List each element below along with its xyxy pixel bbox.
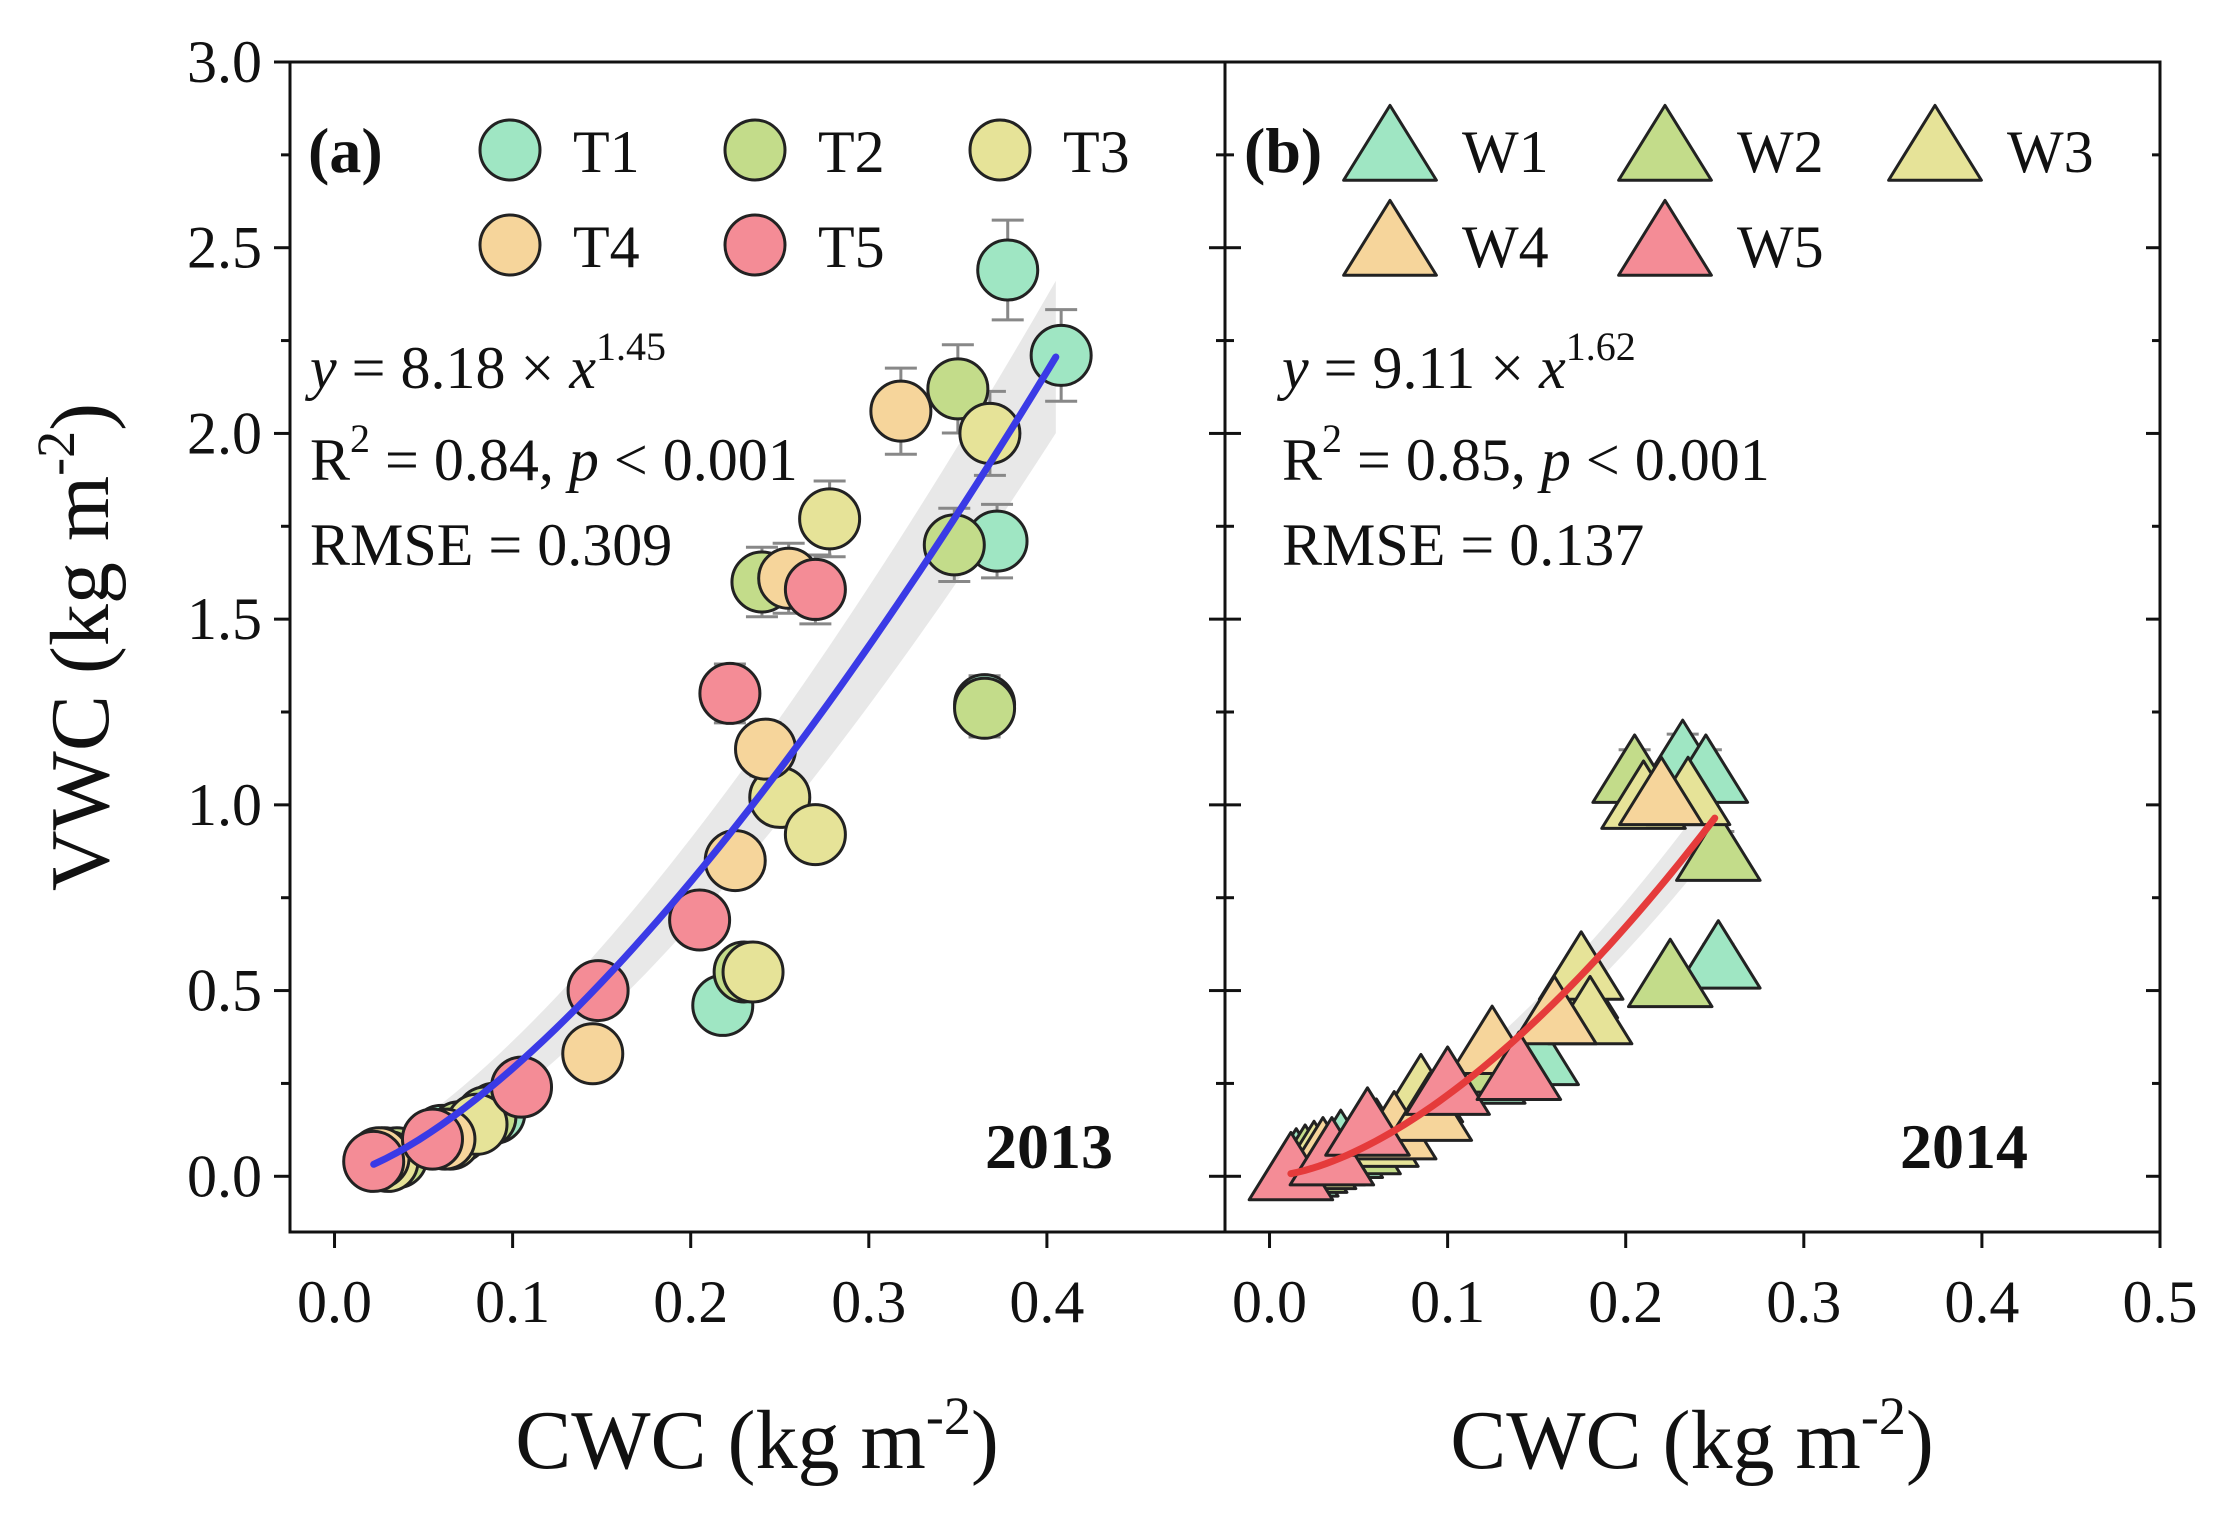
x-tick-label: 0.4: [1009, 1269, 1084, 1335]
legend-marker-T5: [723, 213, 787, 277]
legend-marker-W3: [1887, 103, 1983, 182]
y-tick-label: 0.0: [187, 1143, 262, 1209]
panel-a-r2: R2 = 0.84, p < 0.001: [310, 416, 798, 493]
data-point-T5: [698, 661, 762, 725]
panel-a-letter: (a): [308, 115, 383, 186]
panel-b: 0.0 0.1 0.2 0.3 0.4 0.5 (b) W1 W2 W3 W4 W5 y = 9.…: [1209, 60, 2198, 1335]
y-tick-label: 1.5: [187, 586, 262, 652]
legend-marker-T4: [478, 213, 542, 277]
panel-a-x-axis-label: CWC (kg m-2): [515, 1386, 999, 1487]
y-tick-label: 3.0: [187, 29, 262, 95]
data-point-W1: [1675, 919, 1762, 990]
x-tick-label: 0.2: [653, 1269, 728, 1335]
legend-marker-T1: [478, 118, 542, 182]
data-point-T3: [798, 487, 862, 551]
data-point-T2: [953, 676, 1017, 740]
legend-marker-T2: [723, 118, 787, 182]
legend-label-T2: T2: [818, 119, 885, 185]
data-point-W4: [1618, 755, 1705, 827]
data-point-T5: [490, 1055, 554, 1119]
legend-label-W3: W3: [2007, 119, 2094, 185]
y-tick-label: 2.0: [187, 400, 262, 466]
data-point-T5: [668, 888, 732, 952]
x-tick-label: 0.0: [1232, 1269, 1307, 1335]
data-point-T4: [561, 1022, 625, 1086]
data-point-W5: [1324, 1086, 1411, 1157]
x-tick-label: 0.1: [1410, 1269, 1485, 1335]
legend-label-W5: W5: [1737, 214, 1824, 280]
data-point-T4: [703, 829, 767, 893]
x-tick-label: 0.4: [1944, 1269, 2019, 1335]
legend-marker-T3: [968, 118, 1032, 182]
y-tick-label: 1.0: [187, 772, 262, 838]
data-point-W2: [1626, 937, 1714, 1009]
data-point-T5: [783, 557, 847, 621]
legend-marker-W2: [1617, 103, 1713, 182]
y-axis-label: VWC (kg m-2): [26, 403, 127, 891]
x-tick-label: 0.2: [1588, 1269, 1663, 1335]
panel-a-legend: T1 T2 T3 T4 T5: [478, 118, 1130, 280]
data-point-T3: [721, 940, 785, 1004]
panel-b-letter: (b): [1244, 115, 1322, 186]
data-point-W5: [1475, 1030, 1563, 1101]
legend-label-T3: T3: [1063, 119, 1130, 185]
panel-b-year: 2014: [1900, 1111, 2028, 1182]
legend-label-T5: T5: [818, 214, 885, 280]
panel-a-fit-curve: [370, 353, 1060, 1168]
legend-marker-W5: [1617, 198, 1713, 277]
legend-label-W1: W1: [1462, 119, 1549, 185]
legend-label-T1: T1: [573, 119, 640, 185]
x-tick-label: 0.3: [1766, 1269, 1841, 1335]
panel-b-equation: y = 9.11 × x1.62: [1276, 324, 1636, 401]
legend-label-W2: W2: [1737, 119, 1824, 185]
x-tick-label: 0.0: [297, 1269, 372, 1335]
panel-a-equation: y = 8.18 × x1.45: [304, 324, 666, 401]
data-point-T4: [869, 379, 933, 443]
panel-b-rmse: RMSE = 0.137: [1282, 512, 1644, 578]
y-tick-label: 2.5: [187, 215, 262, 281]
legend-marker-W4: [1342, 198, 1438, 277]
x-tick-label: 0.5: [2123, 1269, 2198, 1335]
panel-b-fit-curve: [1287, 814, 1719, 1178]
legend-label-W4: W4: [1462, 214, 1549, 280]
panel-b-r2: R2 = 0.85, p < 0.001: [1282, 416, 1770, 493]
legend-marker-W1: [1342, 103, 1438, 182]
legend-label-T4: T4: [573, 214, 640, 280]
panel-a-points: [342, 238, 1093, 1193]
data-point-T2: [926, 357, 990, 421]
panel-a-rmse: RMSE = 0.309: [310, 512, 672, 578]
panel-b-frame: [1223, 60, 2162, 1234]
x-tick-label: 0.1: [475, 1269, 550, 1335]
panel-b-legend: W1 W2 W3 W4 W5: [1342, 103, 2094, 280]
data-point-T1: [976, 238, 1040, 302]
x-tick-label: 0.3: [831, 1269, 906, 1335]
data-point-W2: [1675, 811, 1762, 882]
y-tick-label: 0.5: [187, 958, 262, 1024]
panel-a-year: 2013: [985, 1111, 1113, 1182]
panel-a: 0.0 0.1 0.2 0.3 0.4 0.0 0.5 1.0 1.5 2.0 2.5 3.0 (a)…: [187, 29, 1227, 1335]
panel-b-axes: 0.0 0.1 0.2 0.3 0.4 0.5: [1209, 60, 2198, 1335]
data-point-T4: [734, 717, 798, 781]
panel-b-x-axis-label: CWC (kg m-2): [1450, 1386, 1934, 1487]
panel-a-axes: 0.0 0.1 0.2 0.3 0.4 0.0 0.5 1.0 1.5 2.0 2.5 3.0: [187, 29, 1084, 1335]
data-point-T3: [783, 803, 847, 867]
